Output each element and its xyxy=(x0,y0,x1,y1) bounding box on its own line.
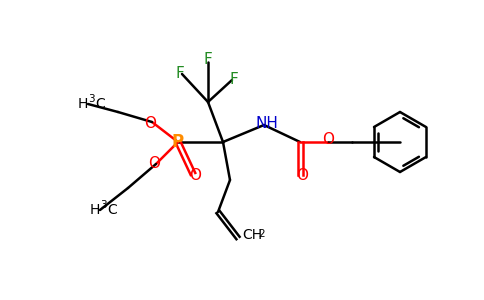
Text: O: O xyxy=(189,167,201,182)
Text: H: H xyxy=(77,97,88,111)
Text: 3: 3 xyxy=(88,94,95,104)
Text: P: P xyxy=(172,133,184,151)
Text: C: C xyxy=(95,97,105,111)
Text: F: F xyxy=(176,67,184,82)
Text: F: F xyxy=(229,73,239,88)
Text: H: H xyxy=(90,203,100,217)
Text: 2: 2 xyxy=(258,229,265,239)
Text: 3: 3 xyxy=(100,200,106,210)
Text: NH: NH xyxy=(256,116,278,130)
Text: O: O xyxy=(322,131,334,146)
Text: O: O xyxy=(148,155,160,170)
Text: CH: CH xyxy=(242,228,262,242)
Text: F: F xyxy=(204,52,212,68)
Text: O: O xyxy=(296,169,308,184)
Text: O: O xyxy=(144,116,156,130)
Text: C: C xyxy=(107,203,117,217)
